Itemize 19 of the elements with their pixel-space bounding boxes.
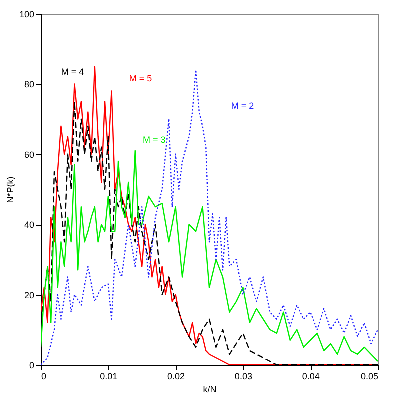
text: M = 4 xyxy=(61,66,84,77)
y-axis-title: N*P(k) xyxy=(5,176,16,204)
text: M = 5 xyxy=(129,74,152,84)
x-tick-label: 0.01 xyxy=(100,372,118,382)
line-series xyxy=(41,150,378,362)
x-tick-label: 0.05 xyxy=(360,372,378,382)
y-tick-label: 60 xyxy=(24,150,34,160)
y-tick-label: 80 xyxy=(24,80,34,90)
x-tick-label: 0.02 xyxy=(168,372,186,382)
x-axis-title: k/N xyxy=(203,384,217,394)
y-tick-label: 100 xyxy=(19,10,34,20)
series-label: M = 3 xyxy=(143,134,166,145)
y-tick-label: 20 xyxy=(24,290,34,300)
x-tick-label: 0.03 xyxy=(234,372,252,382)
x-tick-label: 0.04 xyxy=(302,372,320,382)
y-tick-label: 0 xyxy=(29,360,34,370)
y-tick-label: 40 xyxy=(24,220,34,230)
x-tick-label: 0 xyxy=(42,372,47,382)
text: M = 2 xyxy=(231,100,254,111)
